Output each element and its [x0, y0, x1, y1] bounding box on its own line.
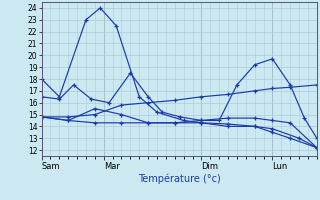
X-axis label: Température (°c): Température (°c): [138, 173, 220, 184]
